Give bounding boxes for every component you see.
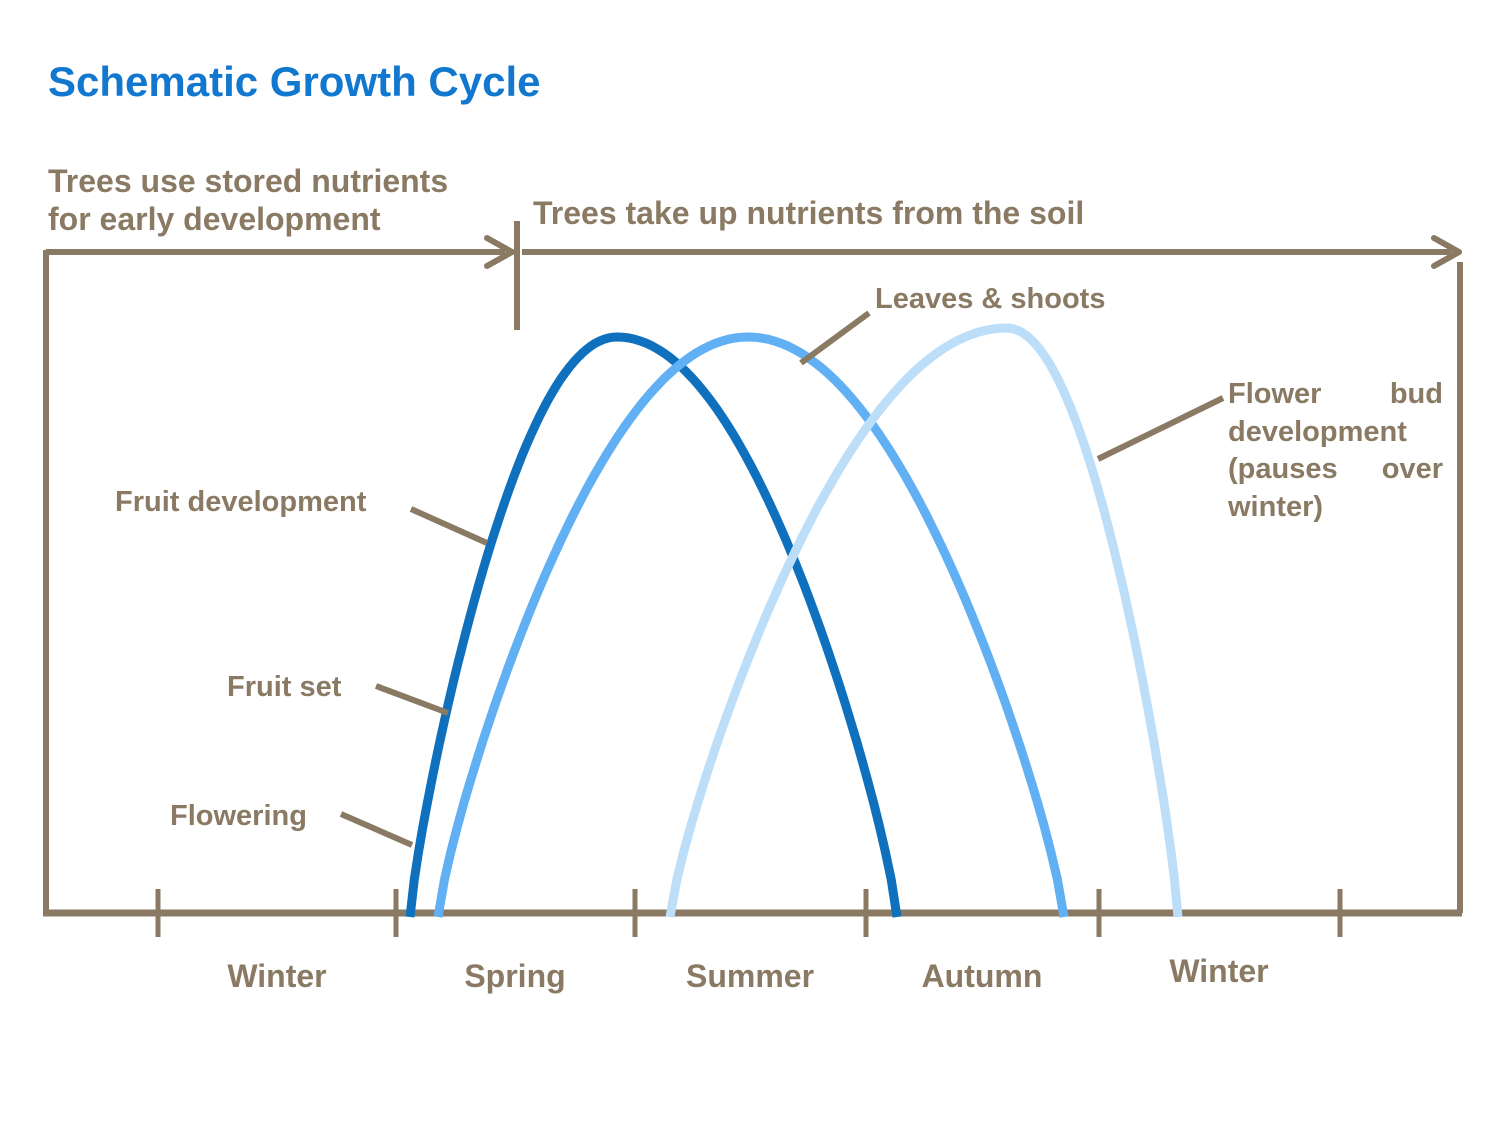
annotation-leaves-shoots: Leaves & shoots (875, 283, 1106, 315)
annotation-fruit-development: Fruit development (115, 486, 367, 518)
page-title: Schematic Growth Cycle (48, 58, 541, 105)
phase-label-soil-nutrients: Trees take up nutrients from the soil (533, 195, 1085, 231)
annotation-flowering: Flowering (170, 800, 307, 832)
annotation-leader-lines (339, 310, 1225, 848)
annotation-fruit-set: Fruit set (227, 671, 342, 703)
growth-curves (405, 323, 1183, 918)
chart-frame (43, 250, 1463, 917)
nutrient-phase-arrows (46, 221, 1462, 330)
axis-label-winter-1: Winter (227, 958, 327, 994)
annotation-flower-bud-development: Flower bud development (pauses over wint… (1228, 378, 1443, 524)
axis-ticks (155, 889, 1343, 937)
flower-bud-curve (665, 323, 1183, 918)
phase-label-stored-nutrients: Trees use stored nutrients for early dev… (48, 163, 449, 238)
axis-label-spring: Spring (464, 958, 566, 994)
fruit-curve (405, 332, 902, 918)
leaves-shoots-curve (433, 332, 1069, 918)
axis-label-summer: Summer (685, 958, 815, 994)
axis-label-winter-2: Winter (1169, 953, 1269, 989)
axis-label-autumn: Autumn (921, 958, 1043, 994)
